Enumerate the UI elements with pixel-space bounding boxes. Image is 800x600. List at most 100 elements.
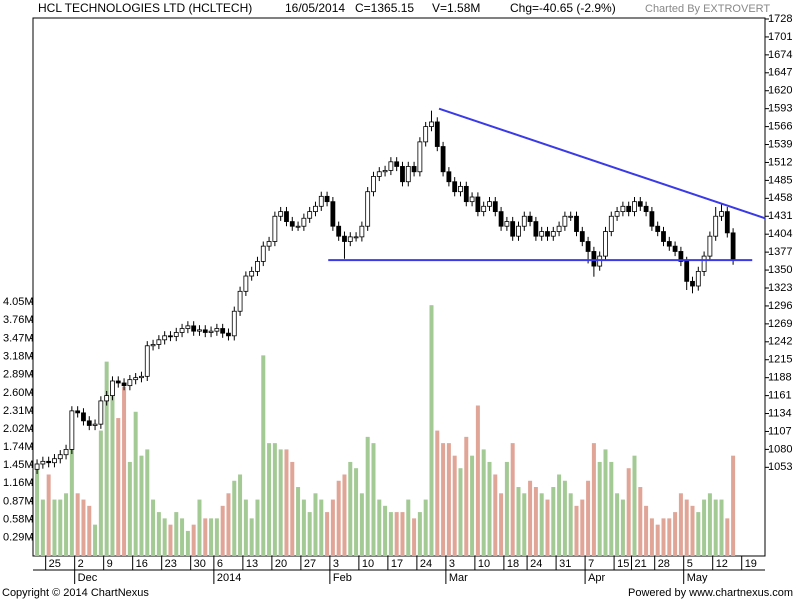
volume-bar: [255, 499, 260, 556]
y2-tick-label: 1.74M: [3, 441, 34, 453]
y2-tick-label: 1.16M: [3, 477, 34, 489]
y-tick-label: 1404: [768, 228, 792, 240]
x-tick-label: 12: [716, 558, 728, 570]
volume-bar: [284, 449, 289, 556]
volume-bar: [522, 493, 527, 556]
month-label: Mar: [449, 572, 468, 584]
candle-body: [591, 251, 597, 267]
candle-body: [220, 328, 226, 334]
candle-body: [603, 231, 608, 257]
candle-body: [632, 201, 637, 213]
x-tick-label: 25: [49, 558, 61, 570]
candle-body: [655, 225, 661, 232]
volume-bar: [429, 305, 434, 556]
x-tick-label: 10: [362, 558, 374, 570]
candle-body: [260, 245, 266, 262]
candle-body: [388, 161, 394, 171]
candle-body: [318, 195, 324, 207]
candle-body: [330, 201, 336, 227]
volume-bar: [336, 480, 341, 556]
candle-body: [272, 215, 278, 242]
candle-body: [423, 126, 429, 143]
volume-bar: [145, 449, 150, 556]
volume-bar: [545, 499, 550, 556]
y-tick-label: 1647: [768, 67, 792, 79]
volume-bar: [435, 430, 440, 556]
x-tick-label: 24: [420, 558, 432, 570]
x-tick-label: 2: [78, 558, 84, 570]
candle-body: [545, 231, 550, 237]
volume-bar: [58, 499, 63, 556]
candle-body: [243, 275, 249, 292]
volume-bar: [278, 449, 283, 556]
volume-bar: [319, 499, 324, 556]
x-tick-label: 18: [507, 558, 519, 570]
candle-body: [637, 201, 643, 207]
x-tick-label: 15: [617, 558, 629, 570]
volume-bar: [533, 487, 538, 556]
volume-bar: [238, 474, 243, 556]
date: 16/05/2014: [285, 1, 345, 15]
y-tick-label: 1323: [768, 282, 792, 294]
y-tick-label: 1593: [768, 103, 792, 115]
y-tick-label: 1242: [768, 336, 792, 348]
volume-bar: [325, 512, 330, 556]
candle-body: [492, 201, 498, 213]
volume-bar: [470, 455, 475, 556]
month-label: Apr: [588, 572, 605, 584]
volume-bar: [441, 443, 446, 556]
volume-bar: [203, 518, 208, 556]
candle-body: [115, 380, 121, 384]
candle-body: [527, 215, 533, 222]
candle-body: [614, 211, 620, 217]
month-label: May: [687, 572, 708, 584]
volume-bar: [510, 443, 515, 556]
volume-bar: [417, 512, 422, 556]
credit: Charted By EXTROVERT: [645, 3, 770, 15]
volume-bar: [394, 512, 399, 556]
candle-body: [469, 196, 475, 203]
volume-bar: [528, 480, 533, 556]
volume-bar: [354, 468, 359, 556]
candle-body: [98, 400, 104, 425]
y2-tick-label: 0.58M: [3, 514, 34, 526]
candle-body: [521, 215, 527, 227]
volume-bar: [69, 436, 74, 556]
volume-bar: [185, 530, 190, 556]
y-tick-label: 1215: [768, 354, 792, 366]
candle-body: [429, 121, 434, 127]
volume-bar: [446, 443, 451, 556]
y2-tick-label: 3.18M: [3, 351, 34, 363]
volume-bar: [220, 505, 225, 556]
candle-body: [168, 335, 173, 338]
x-tick-label: 28: [658, 558, 670, 570]
volume-bar: [644, 505, 649, 556]
volume-bar: [684, 499, 689, 556]
volume-bar: [551, 487, 556, 556]
volume-bar: [296, 487, 301, 556]
candle-body: [150, 344, 156, 347]
x-tick-label: 13: [246, 558, 258, 570]
candle-body: [226, 332, 231, 337]
candle-body: [620, 205, 626, 213]
volume-bar: [272, 443, 277, 556]
candle-body: [649, 211, 655, 227]
volume-bar: [458, 468, 463, 556]
volume-bar: [539, 493, 544, 556]
volume-bar: [464, 436, 469, 556]
candle-body: [69, 410, 75, 450]
y2-tick-label: 0.87M: [3, 495, 34, 507]
candle-body: [539, 231, 545, 237]
candle-body: [208, 330, 214, 333]
candle-body: [133, 377, 139, 381]
x-tick-label: 24: [530, 558, 542, 570]
candle-body: [156, 339, 162, 345]
candle-body: [550, 231, 556, 237]
candle-body: [365, 191, 371, 227]
volume-bar: [690, 505, 695, 556]
y-tick-label: 1188: [768, 372, 792, 384]
volume-bar: [371, 443, 376, 556]
candle-body: [562, 215, 568, 227]
